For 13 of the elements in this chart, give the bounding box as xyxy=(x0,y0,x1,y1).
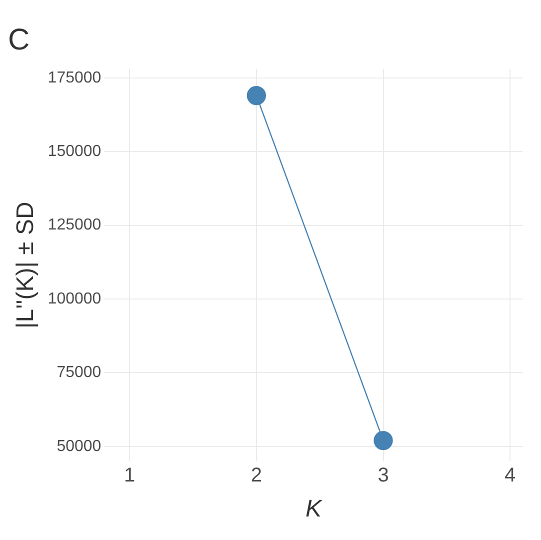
x-tick-label: 2 xyxy=(250,464,262,487)
chart-title: C xyxy=(8,23,30,56)
x-tick-label: 1 xyxy=(124,464,136,487)
y-tick-label: 100000 xyxy=(48,290,102,308)
x-tick-label: 3 xyxy=(378,464,389,487)
y-tick-label: 175000 xyxy=(48,69,102,86)
y-tick-label: 75000 xyxy=(56,364,102,382)
y-tick-label: 50000 xyxy=(56,438,102,455)
y-tick-label: 150000 xyxy=(48,142,102,160)
y-axis-title: |L''(K)| ± SD xyxy=(12,202,40,329)
x-axis-title: K xyxy=(305,495,322,522)
x-tick-label: 4 xyxy=(504,464,516,487)
y-tick-label: 125000 xyxy=(48,216,102,234)
